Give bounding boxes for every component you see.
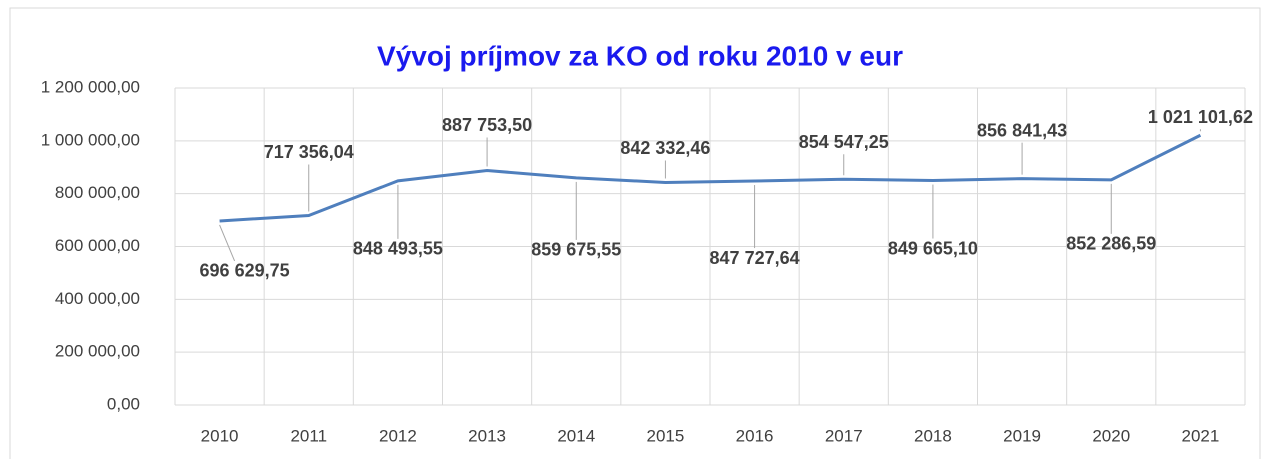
chart-border: [9, 7, 1261, 459]
data-label: 854 547,25: [799, 132, 889, 152]
y-tick-label: 200 000,00: [55, 342, 140, 361]
data-label: 847 727,64: [710, 248, 800, 268]
y-tick-label: 1 200 000,00: [41, 77, 140, 96]
data-label: 856 841,43: [977, 120, 1067, 140]
data-label: 852 286,59: [1066, 234, 1156, 254]
data-label: 1 021 101,62: [1148, 107, 1253, 127]
data-label: 696 629,75: [200, 261, 290, 281]
x-tick-label: 2015: [647, 426, 685, 445]
chart-title: Vývoj príjmov za KO od roku 2010 v eur: [377, 40, 903, 71]
y-tick-label: 1 000 000,00: [41, 130, 140, 149]
x-tick-label: 2019: [1003, 426, 1041, 445]
y-tick-label: 800 000,00: [55, 183, 140, 202]
x-tick-label: 2016: [736, 426, 774, 445]
data-label: 842 332,46: [620, 138, 710, 158]
x-tick-label: 2010: [201, 426, 239, 445]
data-label: 717 356,04: [264, 142, 354, 162]
line-series: [219, 133, 1202, 223]
data-label: 887 753,50: [442, 115, 532, 135]
y-tick-label: 400 000,00: [55, 289, 140, 308]
leader-line: [219, 224, 236, 262]
x-tick-label: 2011: [290, 426, 327, 445]
x-tick-label: 2014: [557, 426, 595, 445]
x-tick-label: 2012: [379, 426, 417, 445]
x-tick-label: 2017: [825, 426, 863, 445]
data-label: 859 675,55: [531, 240, 621, 260]
y-tick-label: 600 000,00: [55, 236, 140, 255]
data-label: 848 493,55: [353, 239, 443, 259]
x-tick-label: 2018: [914, 426, 952, 445]
x-tick-label: 2013: [468, 426, 506, 445]
x-tick-label: 2020: [1092, 426, 1130, 445]
y-tick-label: 0,00: [107, 394, 140, 413]
x-tick-label: 2021: [1182, 426, 1220, 445]
data-label: 849 665,10: [888, 238, 978, 258]
